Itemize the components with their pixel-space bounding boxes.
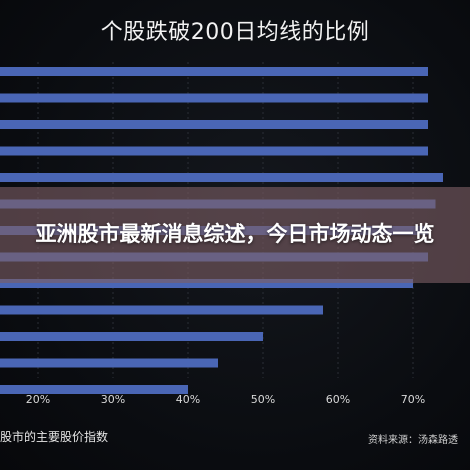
bar	[0, 358, 218, 368]
bar	[0, 173, 443, 182]
x-tick-label: 20%	[26, 393, 50, 406]
x-tick-label: 60%	[326, 393, 350, 406]
chart-title: 个股跌破200日均线的比例	[100, 20, 370, 45]
bar	[0, 93, 428, 103]
bar	[0, 67, 428, 76]
bar	[0, 385, 188, 394]
source-note: 资料来源：汤森路透	[368, 435, 458, 446]
x-tick-label: 30%	[101, 393, 125, 406]
x-tick-label: 40%	[176, 393, 200, 406]
bar	[0, 279, 413, 288]
x-tick-label: 50%	[251, 393, 275, 406]
bar	[0, 146, 428, 156]
bar	[0, 332, 263, 341]
x-tick-labels: 20% 30% 40% 50% 60% 70%	[26, 393, 425, 406]
x-tick-label: 70%	[401, 393, 425, 406]
bar	[0, 120, 428, 129]
headline-banner: 亚洲股市最新消息综述，今日市场动态一览	[0, 187, 470, 283]
bar	[0, 305, 323, 315]
x-axis-title: 股市的主要股价指数	[0, 430, 109, 444]
headline-text: 亚洲股市最新消息综述，今日市场动态一览	[35, 222, 435, 247]
